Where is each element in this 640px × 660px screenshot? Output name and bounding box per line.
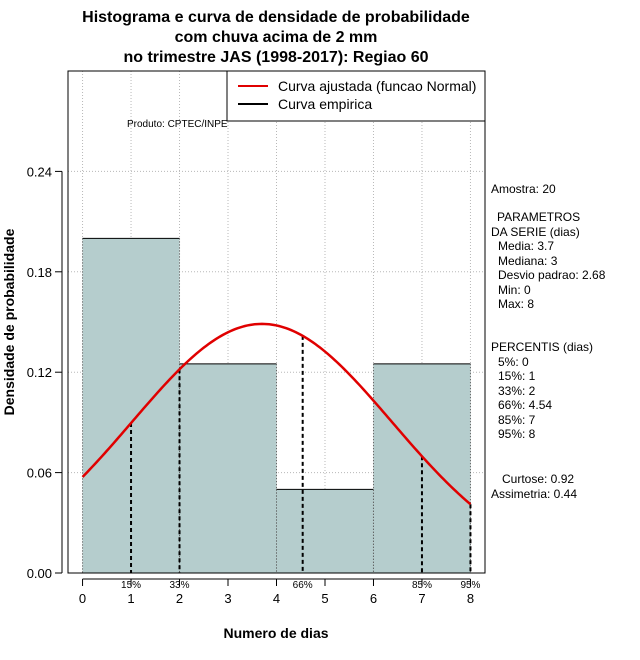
x-tick-label: 8 [467, 591, 474, 606]
chart-title-line-1: Histograma e curva de densidade de proba… [82, 9, 470, 26]
stat-p5: 5%: 0 [498, 355, 529, 369]
x-tick-label: 7 [418, 591, 425, 606]
y-tick-label: 0.12 [27, 365, 52, 380]
y-axis: 0.00 0.06 0.12 0.18 0.24 [27, 164, 63, 581]
y-tick-label: 0.00 [27, 566, 52, 581]
histogram-bars [82, 237, 471, 574]
stat-params-title-2: DA SERIE (dias) [491, 225, 580, 239]
stat-p95: 95%: 8 [498, 427, 536, 441]
chart-title-line-2: com chuva acima de 2 mm [175, 29, 378, 46]
stats-panel: Amostra: 20 PARAMETROS DA SERIE (dias) M… [491, 182, 606, 501]
stat-p15: 15%: 1 [498, 369, 536, 383]
x-axis: 0 1 2 3 4 5 6 7 8 [79, 578, 474, 606]
x-tick-label: 1 [127, 591, 134, 606]
legend-label-empirical: Curva empirica [278, 96, 372, 112]
x-tick-label: 5 [321, 591, 328, 606]
legend-box [226, 70, 486, 122]
stat-desvio: Desvio padrao: 2.68 [498, 268, 606, 282]
stat-amostra: Amostra: 20 [491, 182, 556, 196]
histogram-bar [179, 363, 277, 573]
y-tick-label: 0.24 [27, 164, 52, 179]
y-tick-label: 0.18 [27, 265, 52, 280]
y-axis-label: Densidade de probabilidade [1, 228, 17, 415]
normal-curve-line [81, 322, 472, 506]
histogram-bar [373, 363, 471, 573]
stat-mediana: Mediana: 3 [498, 254, 558, 268]
x-tick-label: 0 [79, 591, 86, 606]
x-axis-label: Numero de dias [223, 625, 328, 641]
stat-curtose: Curtose: 0.92 [502, 472, 574, 486]
x-tick-label: 2 [176, 591, 183, 606]
histogram-bar [276, 489, 374, 573]
x-tick-label: 6 [370, 591, 377, 606]
x-tick-label: 4 [273, 591, 280, 606]
stat-p66: 66%: 4.54 [498, 398, 552, 412]
product-label: Produto: CPTEC/INPE [127, 119, 228, 130]
stat-p33: 33%: 2 [498, 384, 536, 398]
chart-title-line-3: no trimestre JAS (1998-2017): Regiao 60 [123, 49, 428, 66]
y-tick-label: 0.06 [27, 466, 52, 481]
percentile-label: 66% [293, 580, 313, 591]
stat-params-title-1: PARAMETROS [497, 210, 580, 224]
stat-min: Min: 0 [498, 283, 531, 297]
stat-max: Max: 8 [498, 297, 534, 311]
stat-p85: 85%: 7 [498, 413, 536, 427]
stat-percentis-title: PERCENTIS (dias) [491, 340, 593, 354]
legend: Curva ajustada (funcao Normal) Curva emp… [226, 70, 486, 122]
x-tick-label: 3 [224, 591, 231, 606]
stat-assimetria: Assimetria: 0.44 [491, 487, 577, 501]
legend-label-fitted: Curva ajustada (funcao Normal) [278, 78, 476, 94]
normal-curve [81, 322, 472, 506]
stat-media: Media: 3.7 [498, 239, 554, 253]
